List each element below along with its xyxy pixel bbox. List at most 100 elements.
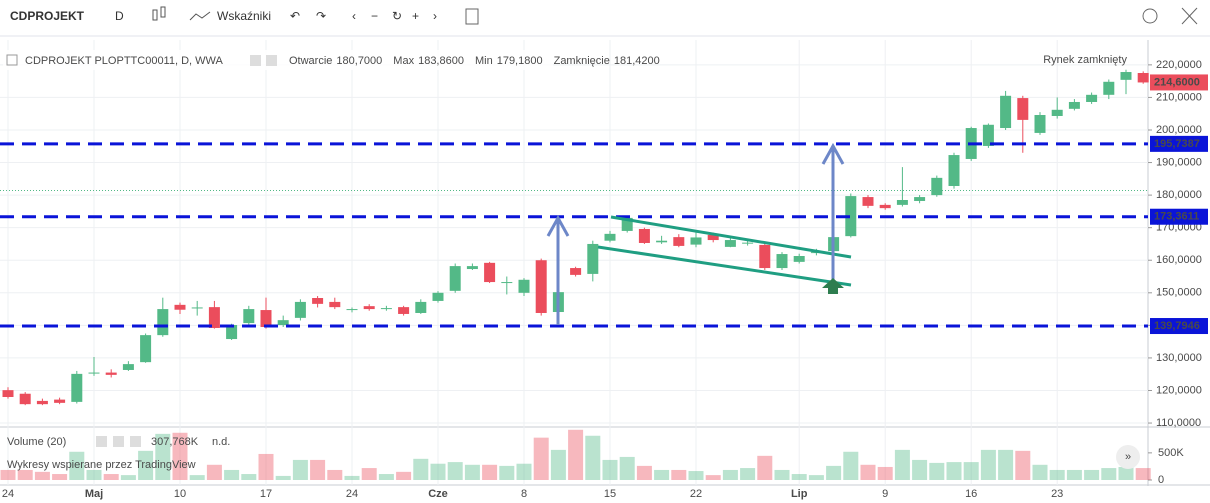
level-label-box: [1150, 318, 1208, 335]
volume-bar: [327, 469, 343, 480]
undo-button[interactable]: ↶: [290, 9, 300, 23]
ohlc-value: 180,7000: [336, 55, 382, 67]
x-tick-label: Cze: [428, 488, 448, 500]
candle-body: [398, 307, 410, 314]
y-tick-label: 210,0000: [1156, 91, 1202, 103]
scroll-to-end-button[interactable]: [1116, 445, 1140, 469]
volume-bar: [1084, 469, 1100, 480]
watermark: Wykresy wspierane przez TradingView: [7, 459, 196, 471]
volume-bar: [963, 462, 979, 480]
last-price-box: [1150, 74, 1208, 91]
target-arrow: [546, 214, 570, 325]
volume-bar: [241, 474, 257, 480]
close-button[interactable]: [130, 436, 141, 447]
candle-body: [277, 320, 289, 326]
x-tick-label: 8: [521, 488, 527, 500]
volume-bar: [533, 437, 549, 480]
candle-body: [1120, 72, 1132, 80]
delete-button[interactable]: [465, 8, 479, 25]
reset-button[interactable]: ↻: [392, 9, 402, 23]
candle-body: [140, 335, 152, 363]
candle-body: [1068, 101, 1080, 109]
scroll-to-end-icon[interactable]: »: [1125, 451, 1131, 463]
candle-body: [105, 372, 117, 375]
symbol-button[interactable]: CDPROJEKT: [10, 9, 85, 23]
candle-body: [243, 309, 255, 324]
candle-body: [742, 242, 754, 244]
settings-button[interactable]: [266, 55, 277, 66]
candle-type-icon[interactable]: [152, 6, 166, 21]
volume-bar: [464, 464, 480, 480]
x-tick-label: 16: [965, 488, 977, 500]
volume-bar: [516, 463, 532, 480]
volume-bar: [120, 475, 136, 480]
volume-bar: [103, 474, 119, 480]
ohlc-legend: Otwarcie 180,7000 Max 183,8600 Min 179,1800 Za…: [289, 55, 660, 67]
candle-body: [36, 400, 48, 405]
candle-body: [535, 260, 547, 313]
y-tick-label: 220,0000: [1156, 59, 1202, 71]
volume-bar: [447, 462, 463, 480]
fullscreen-button[interactable]: [1181, 7, 1198, 25]
settings-button[interactable]: [113, 436, 124, 447]
volume-bar: [292, 459, 308, 480]
candle-body: [1000, 95, 1012, 129]
volume-bar: [1101, 468, 1117, 480]
volume-bar: [808, 475, 824, 480]
scroll-left-button[interactable]: ‹: [352, 9, 356, 23]
volume-bar: [34, 471, 50, 480]
ohlc-label: Min: [475, 55, 493, 67]
interval-button[interactable]: D: [115, 9, 124, 23]
collapse-button[interactable]: [6, 54, 18, 66]
volume-bar: [722, 469, 738, 480]
candle-body: [759, 244, 771, 269]
y-tick-label: 200,0000: [1156, 124, 1202, 136]
candle-body: [122, 364, 134, 370]
candle-body: [673, 237, 685, 246]
y-tick-label: 160,0000: [1156, 254, 1202, 266]
chart-title: CDPROJEKT PLOPTTC00011, D, WWA: [25, 55, 224, 67]
zoom-out-button[interactable]: −: [371, 9, 378, 23]
legend-background: [3, 50, 553, 70]
candle-body: [1086, 94, 1098, 102]
candle-body: [570, 268, 582, 275]
channel-lower-line: [597, 245, 852, 287]
volume-bar: [998, 449, 1014, 480]
candle-body: [587, 243, 599, 274]
volume-bar: [396, 471, 412, 480]
candle-body: [346, 309, 358, 311]
candle-body: [776, 254, 788, 269]
visibility-button[interactable]: [96, 436, 107, 447]
candle-body: [226, 325, 238, 340]
channel-upper-line: [610, 215, 852, 259]
price-pane: [0, 40, 1148, 427]
zoom-in-button[interactable]: +: [412, 9, 419, 23]
candle-body: [1017, 98, 1029, 120]
redo-button[interactable]: ↷: [316, 9, 326, 23]
volume-bar: [155, 433, 171, 480]
volume-bar: [52, 474, 68, 480]
settings-button[interactable]: [1142, 8, 1158, 24]
visibility-button[interactable]: [250, 55, 261, 66]
volume-bar: [1032, 464, 1048, 480]
candle-body: [604, 233, 616, 241]
volume-bar: [757, 455, 773, 480]
level-label-box: [1150, 135, 1208, 152]
level-label: 139,7946: [1154, 320, 1200, 332]
indicators-button[interactable]: Wskaźniki: [217, 9, 271, 23]
level-label-box: [1150, 208, 1208, 225]
scroll-right-button[interactable]: ›: [433, 9, 437, 23]
x-tick-label: 15: [604, 488, 616, 500]
volume-bar: [843, 451, 859, 480]
candle-body: [19, 393, 31, 405]
indicators-icon[interactable]: [189, 11, 211, 21]
candle-body: [896, 199, 908, 205]
volume-bar: [17, 469, 33, 480]
candle-body: [466, 266, 478, 270]
volume-bar: [206, 464, 222, 480]
volume-bar: [138, 450, 154, 480]
volume-bar: [378, 474, 394, 480]
volume-bar: [482, 464, 498, 480]
volume-bar: [189, 475, 205, 480]
